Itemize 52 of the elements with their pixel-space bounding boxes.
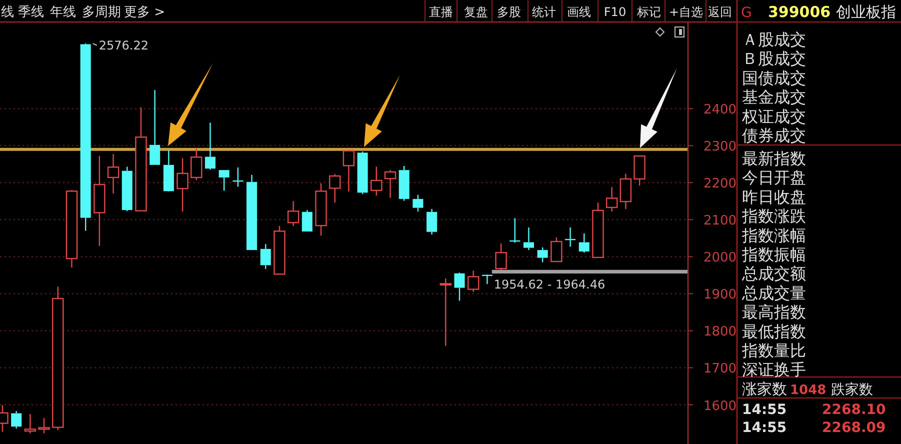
text: 总成交额 — [741, 264, 806, 284]
text: 14:55 — [742, 402, 787, 418]
text: 债券成交 — [742, 126, 806, 145]
text: 直播 — [429, 5, 453, 19]
text: +自选 — [668, 5, 704, 19]
annotation: 2576.22 — [98, 38, 148, 52]
text: 国债成交 — [742, 68, 806, 88]
y-tick-label: 2400 — [703, 102, 737, 118]
text: 最高指数 — [742, 302, 806, 322]
text: 画线 — [567, 5, 591, 19]
text: 线 — [1, 5, 14, 20]
text: 季线 — [18, 5, 44, 20]
y-tick-label: 2100 — [703, 214, 737, 229]
text: 总成交量 — [741, 283, 806, 302]
text: 多股 — [497, 5, 521, 19]
text: G — [741, 5, 752, 21]
text: 更多 > — [124, 5, 166, 20]
text: 指数量比 — [741, 341, 806, 360]
text: 昨日收盘 — [742, 187, 806, 206]
y-tick-label: 1900 — [703, 288, 737, 303]
text: 1048 — [790, 383, 826, 398]
text: 指数振幅 — [741, 245, 806, 264]
text: 399006 创业板指 — [768, 3, 896, 21]
text: 返回 — [708, 5, 732, 19]
text: Ｂ股成交 — [742, 49, 806, 68]
text: 最新指数 — [742, 149, 806, 168]
text: 年线 — [50, 5, 76, 20]
text: 多周期 — [82, 5, 121, 20]
y-tick-label: 2000 — [703, 250, 737, 266]
text: 指数涨幅 — [741, 226, 806, 245]
text: 14:55 — [742, 420, 787, 436]
text: Ａ股成交 — [742, 30, 806, 49]
text: 标记 — [636, 5, 661, 19]
y-tick-label: 2300 — [703, 140, 737, 155]
text: 统计 — [532, 5, 556, 19]
text: 指数涨跌 — [741, 206, 806, 226]
band-label: 1954.62 - 1964.46 — [494, 277, 606, 292]
text: 复盘 — [464, 5, 488, 19]
text: 涨家数 — [742, 380, 787, 398]
text: 最低指数 — [742, 322, 806, 341]
text: 今日开盘 — [742, 168, 806, 188]
text: 权证成交 — [741, 106, 806, 126]
text: 深证换手 — [742, 360, 806, 380]
text: 2268.10 — [822, 402, 886, 418]
text: 2268.09 — [822, 420, 886, 436]
y-tick-label: 1800 — [703, 324, 737, 340]
text: F10 — [604, 5, 626, 19]
text: 跌家数 — [831, 382, 873, 398]
y-tick-label: 1600 — [703, 398, 737, 414]
y-tick-label: 1700 — [703, 362, 737, 377]
y-tick-label: 2200 — [703, 176, 737, 192]
text: 基金成交 — [742, 88, 806, 107]
